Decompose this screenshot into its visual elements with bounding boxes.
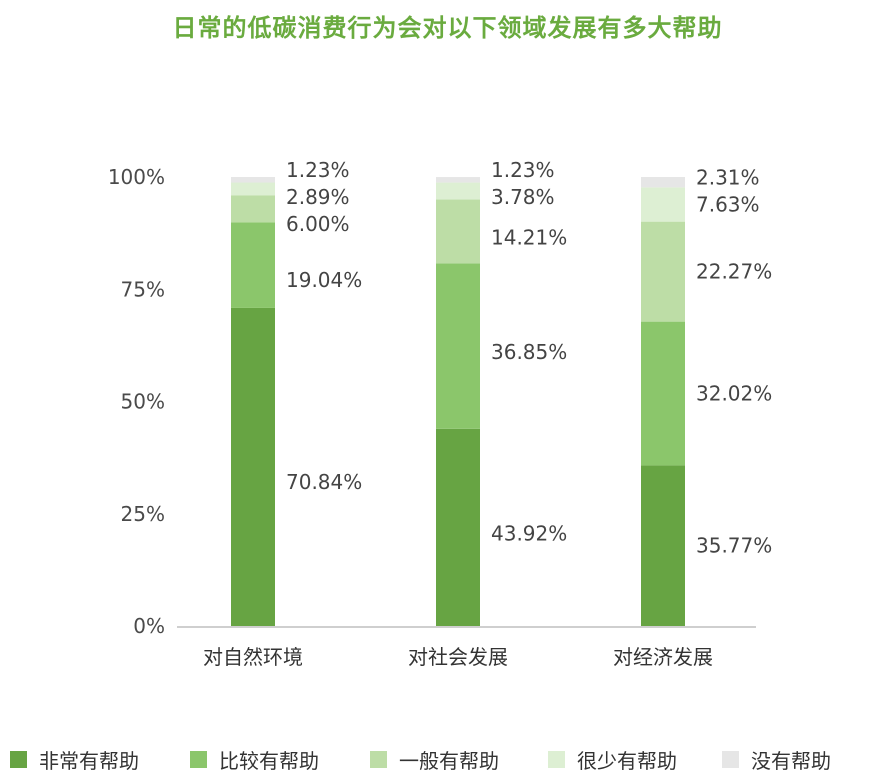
- legend-swatch: [370, 751, 387, 768]
- y-tick-label: 0%: [133, 614, 165, 638]
- data-label: 2.31%: [696, 166, 760, 190]
- legend-item: 比较有帮助: [190, 745, 319, 774]
- legend-label: 一般有帮助: [399, 749, 499, 773]
- bar-segment: [641, 221, 685, 322]
- legend-swatch: [722, 751, 739, 768]
- legend-label: 比较有帮助: [219, 749, 319, 773]
- y-tick-label: 25%: [121, 502, 165, 526]
- bar-segment: [641, 321, 685, 466]
- x-category-label: 对经济发展: [613, 645, 713, 669]
- legend-item: 没有帮助: [722, 745, 831, 774]
- bar-segment: [436, 177, 480, 183]
- data-label: 2.89%: [286, 185, 350, 209]
- data-label: 1.23%: [286, 158, 350, 182]
- data-label: 43.92%: [491, 521, 567, 545]
- chart-title: 日常的低碳消费行为会对以下领域发展有多大帮助: [172, 14, 723, 42]
- stacked-bar-chart: 0% 25% 50% 75% 100% 对自然环境 对社会发展 对经济发展 70.84% 19.0…: [108, 158, 772, 669]
- data-label: 22.27%: [696, 260, 772, 284]
- data-label: 32.02%: [696, 382, 772, 406]
- bar-segment: [231, 222, 275, 308]
- data-label: 7.63%: [696, 193, 760, 217]
- bar-segment: [436, 182, 480, 200]
- data-label: 70.84%: [286, 470, 362, 494]
- data-label: 35.77%: [696, 534, 772, 558]
- data-label: 19.04%: [286, 268, 362, 292]
- bar-segment: [641, 187, 685, 222]
- bar-segment: [231, 195, 275, 223]
- data-label: 3.78%: [491, 185, 555, 209]
- legend-swatch: [10, 751, 27, 768]
- bar-segment: [641, 177, 685, 188]
- bar-segment: [641, 465, 685, 626]
- x-category-label: 对社会发展: [408, 645, 508, 669]
- y-tick-label: 50%: [121, 390, 165, 414]
- chart-legend: 非常有帮助 比较有帮助 一般有帮助 很少有帮助 没有帮助: [0, 745, 895, 775]
- bar-segment: [231, 177, 275, 183]
- data-label: 6.00%: [286, 212, 350, 236]
- legend-label: 没有帮助: [751, 749, 831, 773]
- data-label: 36.85%: [491, 340, 567, 364]
- legend-label: 非常有帮助: [39, 749, 139, 773]
- data-label: 1.23%: [491, 158, 555, 182]
- y-tick-label: 75%: [121, 277, 165, 301]
- legend-item: 很少有帮助: [548, 745, 677, 774]
- bar-segment: [231, 182, 275, 196]
- legend-swatch: [190, 751, 207, 768]
- data-label: 14.21%: [491, 225, 567, 249]
- legend-item: 非常有帮助: [10, 745, 139, 774]
- legend-swatch: [548, 751, 565, 768]
- bar-segment: [436, 428, 480, 626]
- x-category-label: 对自然环境: [203, 645, 303, 669]
- bar-segment: [231, 307, 275, 626]
- legend-label: 很少有帮助: [577, 749, 677, 773]
- bar-segment: [436, 263, 480, 429]
- bar-segment: [436, 199, 480, 264]
- legend-item: 一般有帮助: [370, 745, 499, 774]
- y-tick-label: 100%: [108, 165, 165, 189]
